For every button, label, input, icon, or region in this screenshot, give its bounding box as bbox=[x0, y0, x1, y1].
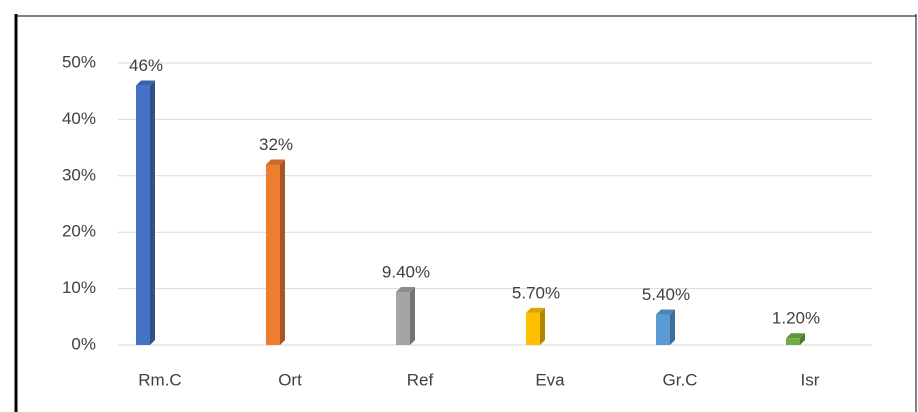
y-tick-label: 20% bbox=[62, 222, 96, 241]
value-label: 46% bbox=[129, 56, 163, 75]
y-tick-label: 10% bbox=[62, 278, 96, 297]
value-label: 1.20% bbox=[772, 309, 820, 328]
bar-top bbox=[786, 333, 805, 339]
x-tick-label: Isr bbox=[801, 370, 820, 389]
bar bbox=[656, 314, 670, 345]
bar-top bbox=[136, 80, 155, 86]
value-label: 5.40% bbox=[642, 285, 690, 304]
bar bbox=[266, 164, 280, 345]
x-tick-label: Rm.C bbox=[138, 370, 181, 389]
bar bbox=[136, 85, 150, 345]
bar-side bbox=[410, 286, 415, 345]
bar-side bbox=[540, 307, 545, 345]
bar-top bbox=[266, 159, 285, 165]
bar-top bbox=[526, 307, 545, 313]
y-tick-label: 30% bbox=[62, 165, 96, 184]
bar bbox=[396, 291, 410, 345]
bar bbox=[786, 338, 800, 345]
x-tick-label: Ort bbox=[278, 370, 302, 389]
bar bbox=[526, 312, 540, 345]
x-tick-label: Ref bbox=[407, 370, 434, 389]
bar-side bbox=[150, 80, 155, 345]
bar-side bbox=[280, 159, 285, 345]
bar-side bbox=[670, 309, 675, 345]
bar-side bbox=[800, 333, 805, 345]
value-label: 9.40% bbox=[382, 262, 430, 281]
bar-top bbox=[396, 286, 415, 292]
value-label: 5.70% bbox=[512, 283, 560, 302]
y-tick-label: 40% bbox=[62, 109, 96, 128]
y-tick-label: 50% bbox=[62, 52, 96, 71]
x-tick-label: Eva bbox=[535, 370, 565, 389]
x-tick-label: Gr.C bbox=[663, 370, 698, 389]
value-label: 32% bbox=[259, 135, 293, 154]
bar-top bbox=[656, 309, 675, 315]
y-tick-label: 0% bbox=[71, 334, 96, 353]
